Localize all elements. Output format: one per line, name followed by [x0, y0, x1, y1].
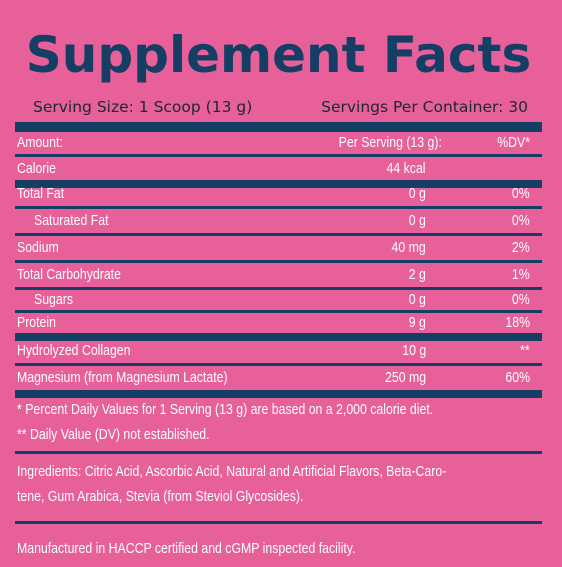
- row-divider: [15, 310, 542, 313]
- nutrient-row-total-carbohydrate: Total Carbohydrate 2 g 1%: [15, 264, 542, 286]
- nutrient-name: Total Fat: [17, 185, 65, 202]
- nutrient-dv: **: [520, 342, 530, 359]
- nutrient-row-total-fat: Total Fat 0 g 0%: [15, 183, 542, 205]
- row-divider: [15, 363, 542, 366]
- header-divider: [15, 154, 542, 157]
- nutrient-amount: 9 g: [408, 314, 426, 331]
- nutrient-dv: 18%: [505, 314, 530, 331]
- servings-per-container: Servings Per Container: 30: [321, 98, 528, 116]
- ingredients-line-1: Ingredients: Citric Acid, Ascorbic Acid,…: [17, 463, 447, 480]
- nutrient-row-magnesium: Magnesium (from Magnesium Lactate) 250 m…: [15, 367, 542, 389]
- supplement-facts-panel: Supplement Facts Serving Size: 1 Scoop (…: [15, 0, 542, 567]
- nutrient-name: Saturated Fat: [34, 212, 109, 229]
- nutrient-amount: 44 kcal: [387, 160, 426, 177]
- nutrient-dv: 0%: [512, 185, 530, 202]
- manufactured-statement: Manufactured in HACCP certified and cGMP…: [17, 540, 356, 557]
- nutrient-amount: 2 g: [408, 266, 426, 283]
- nutrient-row-saturated-fat: Saturated Fat 0 g 0%: [15, 210, 542, 232]
- dv-footnote: * Percent Daily Values for 1 Serving (13…: [17, 401, 434, 418]
- nutrient-row-sodium: Sodium 40 mg 2%: [15, 237, 542, 259]
- nutrient-dv: 2%: [512, 239, 530, 256]
- row-divider: [15, 260, 542, 263]
- row-divider: [15, 233, 542, 236]
- nutrient-name: Magnesium (from Magnesium Lactate): [17, 369, 228, 386]
- header-per-serving: Per Serving (13 g):: [338, 134, 442, 151]
- dv-not-established-footnote: ** Daily Value (DV) not established.: [17, 426, 210, 443]
- nutrient-dv: 1%: [512, 266, 530, 283]
- header-amount: Amount:: [17, 134, 63, 151]
- nutrient-row-hydrolyzed-collagen: Hydrolyzed Collagen 10 g **: [15, 340, 542, 362]
- top-divider: [15, 122, 542, 132]
- ingredients-divider: [15, 521, 542, 524]
- nutrient-amount: 10 g: [402, 342, 426, 359]
- ingredients-line-2: tene, Gum Arabica, Stevia (from Steviol …: [17, 488, 304, 505]
- nutrient-amount: 40 mg: [391, 239, 426, 256]
- nutrient-name: Protein: [17, 314, 56, 331]
- calorie-divider: [15, 180, 542, 188]
- nutrient-name: Hydrolyzed Collagen: [17, 342, 131, 359]
- header-dv: %DV*: [497, 134, 530, 151]
- serving-size: Serving Size: 1 Scoop (13 g): [33, 98, 253, 116]
- nutrient-amount: 0 g: [408, 291, 426, 308]
- nutrient-dv: 0%: [512, 291, 530, 308]
- nutrient-name: Sugars: [34, 291, 73, 308]
- nutrient-row-sugars: Sugars 0 g 0%: [15, 289, 542, 311]
- nutrient-dv: 60%: [505, 369, 530, 386]
- protein-divider: [15, 333, 542, 341]
- header-row: Amount: Per Serving (13 g): %DV*: [15, 132, 542, 154]
- panel-title: Supplement Facts: [25, 26, 532, 84]
- nutrient-row-calorie: Calorie 44 kcal: [15, 158, 542, 180]
- nutrient-dv: 0%: [512, 212, 530, 229]
- nutrient-amount: 250 mg: [384, 369, 426, 386]
- nutrient-amount: 0 g: [408, 185, 426, 202]
- row-divider: [15, 287, 542, 290]
- footnote-divider: [15, 451, 542, 454]
- nutrient-row-protein: Protein 9 g 18%: [15, 312, 542, 334]
- serving-info: Serving Size: 1 Scoop (13 g) Servings Pe…: [33, 95, 528, 119]
- nutrients-end-divider: [15, 390, 542, 398]
- nutrient-name: Total Carbohydrate: [17, 266, 121, 283]
- row-divider: [15, 206, 542, 209]
- nutrient-name: Calorie: [17, 160, 56, 177]
- nutrient-name: Sodium: [17, 239, 59, 256]
- nutrient-amount: 0 g: [408, 212, 426, 229]
